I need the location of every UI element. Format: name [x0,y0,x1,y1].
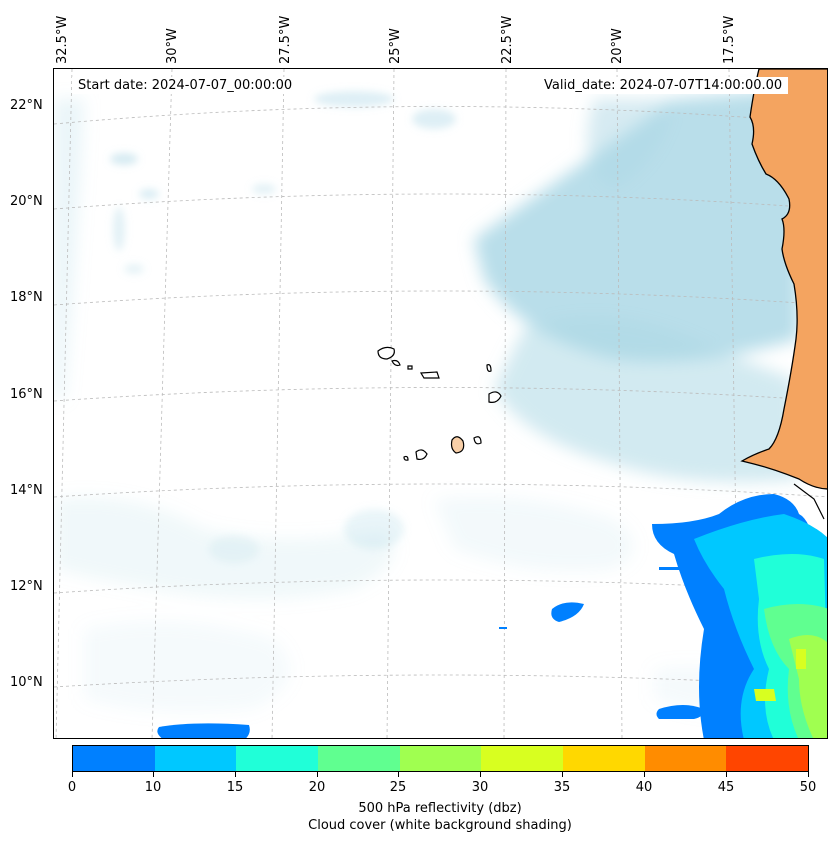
africa-coast [740,69,827,520]
cloud-speckles [110,91,456,563]
lon-label-30W: 30°W [165,28,180,64]
colorbar-tick [480,772,481,777]
colorbar-tick-label: 0 [67,780,77,795]
lon-label-25W: 25°W [388,28,403,64]
colorbar-segment [318,746,400,771]
colorbar-tick [808,772,809,777]
lon-label-32.5W: 32.5°W [55,15,70,64]
lon-label-22.5W: 22.5°W [500,15,515,64]
colorbar-tick-label: 10 [144,780,162,795]
lon-label-17.5W: 17.5°W [722,15,737,64]
colorbar-tick [562,772,563,777]
colorbar-tick-label: 50 [799,780,817,795]
colorbar-sublabel: Cloud cover (white background shading) [308,818,572,833]
cloud-cover-shading [54,89,799,713]
colorbar-segment [73,746,155,771]
colorbar-tick-label: 35 [553,780,571,795]
colorbar-tick [153,772,154,777]
colorbar-tick-label: 15 [226,780,244,795]
lat-label-12N: 12°N [10,579,43,594]
colorbar-segment [236,746,319,771]
colorbar-tick-label: 40 [635,780,653,795]
colorbar-tick-label: 45 [717,780,735,795]
lon-label-27.5W: 27.5°W [278,15,293,64]
colorbar [72,745,809,772]
colorbar-segment [481,746,564,771]
lat-label-16N: 16°N [10,387,43,402]
colorbar-segment [726,746,809,771]
lon-label-20W: 20°W [610,28,625,64]
colorbar-tick [317,772,318,777]
start-date-label: Start date: 2024-07-07_00:00:00 [72,77,299,94]
colorbar-tick [726,772,727,777]
cape-verde-islands [377,346,502,461]
colorbar-tick [398,772,399,777]
colorbar-tick [235,772,236,777]
colorbar-segment [644,746,727,771]
lat-label-10N: 10°N [10,675,43,690]
map-canvas [54,69,827,738]
colorbar-tick [644,772,645,777]
map-area [53,68,828,739]
lat-label-18N: 18°N [10,290,43,305]
colorbar-tick [72,772,73,777]
colorbar-tick-label: 30 [471,780,489,795]
lat-label-22N: 22°N [10,98,43,113]
colorbar-segment [563,746,645,771]
colorbar-tick-label: 25 [389,780,407,795]
colorbar-segment [399,746,482,771]
reflectivity-storm [157,494,827,738]
lat-label-20N: 20°N [10,194,43,209]
colorbar-tick-label: 20 [308,780,326,795]
valid-date-label: Valid_date: 2024-07-07T14:00:00.00 [538,77,789,94]
colorbar-label: 500 hPa reflectivity (dbz) [358,801,522,816]
colorbar-segment [154,746,237,771]
lat-label-14N: 14°N [10,483,43,498]
